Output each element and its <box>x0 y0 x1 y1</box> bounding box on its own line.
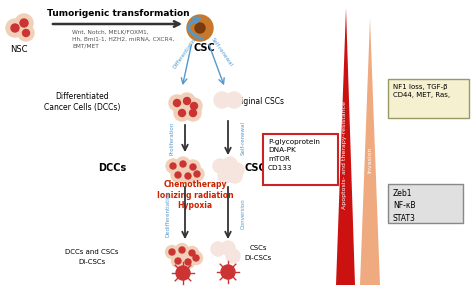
Circle shape <box>213 159 227 173</box>
Circle shape <box>187 15 213 41</box>
FancyBboxPatch shape <box>264 134 338 184</box>
Circle shape <box>185 247 199 260</box>
Circle shape <box>173 99 181 106</box>
Text: Differentiation: Differentiation <box>173 34 200 70</box>
Text: DCCs and CSCs: DCCs and CSCs <box>65 249 119 255</box>
Circle shape <box>185 173 191 179</box>
Text: Proliferation: Proliferation <box>170 121 174 155</box>
Circle shape <box>18 25 34 41</box>
Text: Chemotherapy
Ionizing radiation
Hypoxia: Chemotherapy Ionizing radiation Hypoxia <box>157 180 233 210</box>
Circle shape <box>186 160 200 174</box>
Circle shape <box>226 92 242 108</box>
Text: Differentiated
Cancer Cells (DCCs): Differentiated Cancer Cells (DCCs) <box>44 92 120 112</box>
Circle shape <box>172 255 184 268</box>
Circle shape <box>175 172 181 178</box>
Circle shape <box>189 250 195 256</box>
Circle shape <box>22 30 29 37</box>
Circle shape <box>165 245 179 258</box>
Circle shape <box>230 163 244 177</box>
Text: Tumorigenic transformation: Tumorigenic transformation <box>46 9 189 19</box>
Polygon shape <box>360 18 380 285</box>
Text: Original CSCs: Original CSCs <box>232 98 284 106</box>
Circle shape <box>20 19 28 27</box>
Circle shape <box>171 168 185 182</box>
Text: Di-CSCs: Di-CSCs <box>78 259 106 265</box>
Polygon shape <box>336 8 355 285</box>
Circle shape <box>6 19 24 37</box>
Circle shape <box>185 259 191 265</box>
Text: NSC: NSC <box>10 45 28 54</box>
Circle shape <box>176 157 190 171</box>
Text: Self-renewal: Self-renewal <box>240 121 246 155</box>
Circle shape <box>194 171 200 177</box>
Circle shape <box>190 164 196 170</box>
Circle shape <box>214 92 230 108</box>
Text: Invasion: Invasion <box>367 147 373 173</box>
Circle shape <box>174 105 190 121</box>
Text: Conversion: Conversion <box>240 199 246 230</box>
Circle shape <box>185 105 201 121</box>
Circle shape <box>191 102 198 109</box>
Circle shape <box>179 109 185 117</box>
Circle shape <box>221 241 235 255</box>
Circle shape <box>182 255 194 268</box>
Circle shape <box>181 169 195 183</box>
Circle shape <box>190 252 202 265</box>
FancyBboxPatch shape <box>389 183 464 222</box>
Circle shape <box>186 98 202 114</box>
Circle shape <box>223 157 237 171</box>
Circle shape <box>226 249 240 263</box>
Circle shape <box>176 266 190 280</box>
Text: Wnt, Notch, MELK/FOXM1,
Hh, Bmi1-1, HZH2, miRNA, CXCR4,
EMT/MET: Wnt, Notch, MELK/FOXM1, Hh, Bmi1-1, HZH2… <box>72 30 174 48</box>
Circle shape <box>166 159 180 173</box>
Text: CSCs: CSCs <box>249 245 267 251</box>
Circle shape <box>183 98 191 104</box>
Text: Self-renewal: Self-renewal <box>210 37 234 67</box>
Circle shape <box>175 258 181 264</box>
Circle shape <box>190 167 204 181</box>
Circle shape <box>180 161 186 167</box>
Circle shape <box>169 249 175 255</box>
Circle shape <box>193 255 199 261</box>
Circle shape <box>228 169 242 183</box>
Text: CSCs: CSCs <box>244 163 272 173</box>
Circle shape <box>179 247 185 253</box>
Circle shape <box>11 24 19 32</box>
FancyBboxPatch shape <box>389 78 470 117</box>
Circle shape <box>190 109 197 117</box>
Circle shape <box>221 265 235 279</box>
Text: Zeb1
NF-κB
STAT3: Zeb1 NF-κB STAT3 <box>393 189 416 223</box>
Text: Di-CSCs: Di-CSCs <box>245 255 272 261</box>
Circle shape <box>169 95 185 111</box>
Circle shape <box>195 23 205 33</box>
Circle shape <box>179 93 195 109</box>
Text: P-glycoprotein
DNA-PK
mTOR
CD133: P-glycoprotein DNA-PK mTOR CD133 <box>268 139 320 171</box>
Text: Dedifferentiation: Dedifferentiation <box>165 191 171 237</box>
Circle shape <box>211 242 225 256</box>
Circle shape <box>15 14 33 32</box>
Circle shape <box>218 169 232 183</box>
Text: NF1 loss, TGF-β
CD44, MET, Ras,: NF1 loss, TGF-β CD44, MET, Ras, <box>393 84 450 99</box>
Text: DCCs: DCCs <box>98 163 126 173</box>
Text: CSC: CSC <box>193 43 215 53</box>
Text: Apoptosis- and therapy-resistance: Apoptosis- and therapy-resistance <box>343 101 347 209</box>
Circle shape <box>175 243 189 256</box>
Circle shape <box>170 163 176 169</box>
